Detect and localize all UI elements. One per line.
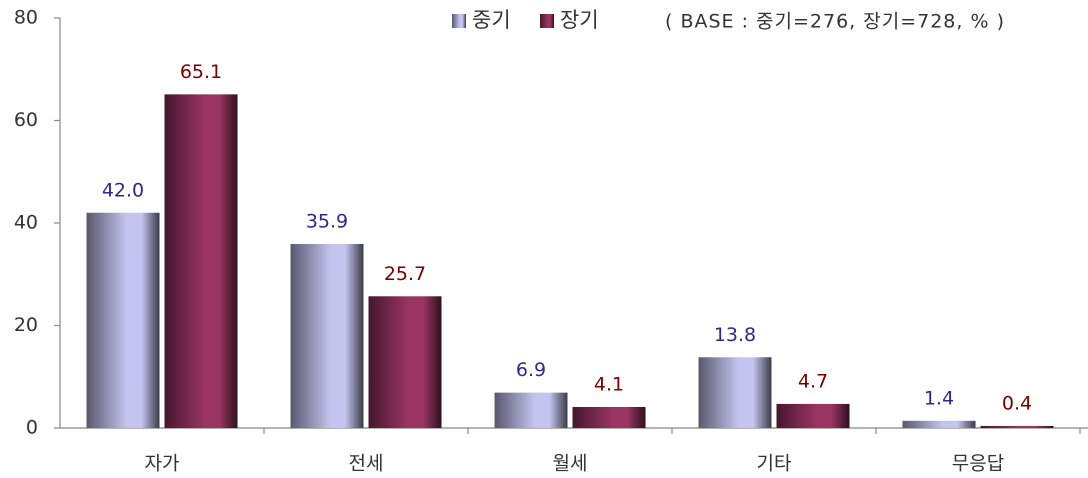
y-tick-label: 60 <box>14 109 38 131</box>
value-label: 4.1 <box>594 373 624 395</box>
value-label: 13.8 <box>714 324 756 346</box>
x-tick-label: 무응답 <box>952 453 1004 475</box>
x-tick-label: 기타 <box>757 453 792 475</box>
value-label: 4.7 <box>798 370 828 392</box>
value-label: 6.9 <box>516 359 546 381</box>
bar <box>86 212 160 428</box>
legend-label: 장기 <box>560 8 599 32</box>
bar <box>368 296 442 428</box>
y-tick-label: 80 <box>14 7 38 29</box>
value-label: 35.9 <box>306 211 348 233</box>
x-tick-label: 자가 <box>145 453 180 475</box>
bar <box>290 244 364 428</box>
bar <box>164 94 238 429</box>
y-tick-label: 20 <box>14 314 38 336</box>
bar <box>980 425 1054 428</box>
legend-swatch <box>540 14 554 28</box>
legend-swatch <box>452 14 466 28</box>
bar <box>698 357 772 428</box>
value-label: 25.7 <box>384 263 426 285</box>
value-label: 0.4 <box>1002 392 1032 414</box>
y-tick-label: 40 <box>14 212 38 234</box>
y-tick-label: 0 <box>26 417 38 439</box>
legend-label: 중기 <box>472 8 511 32</box>
bar <box>902 420 976 428</box>
value-label: 1.4 <box>924 387 954 409</box>
annotation: ( BASE : 중기=276, 장기=728, % ) <box>665 11 1005 33</box>
value-label: 65.1 <box>180 61 222 83</box>
bar <box>572 406 646 428</box>
bar <box>494 392 568 428</box>
x-tick-label: 전세 <box>349 453 384 475</box>
value-label: 42.0 <box>102 179 144 201</box>
bar <box>776 403 850 428</box>
x-tick-label: 월세 <box>553 453 588 475</box>
